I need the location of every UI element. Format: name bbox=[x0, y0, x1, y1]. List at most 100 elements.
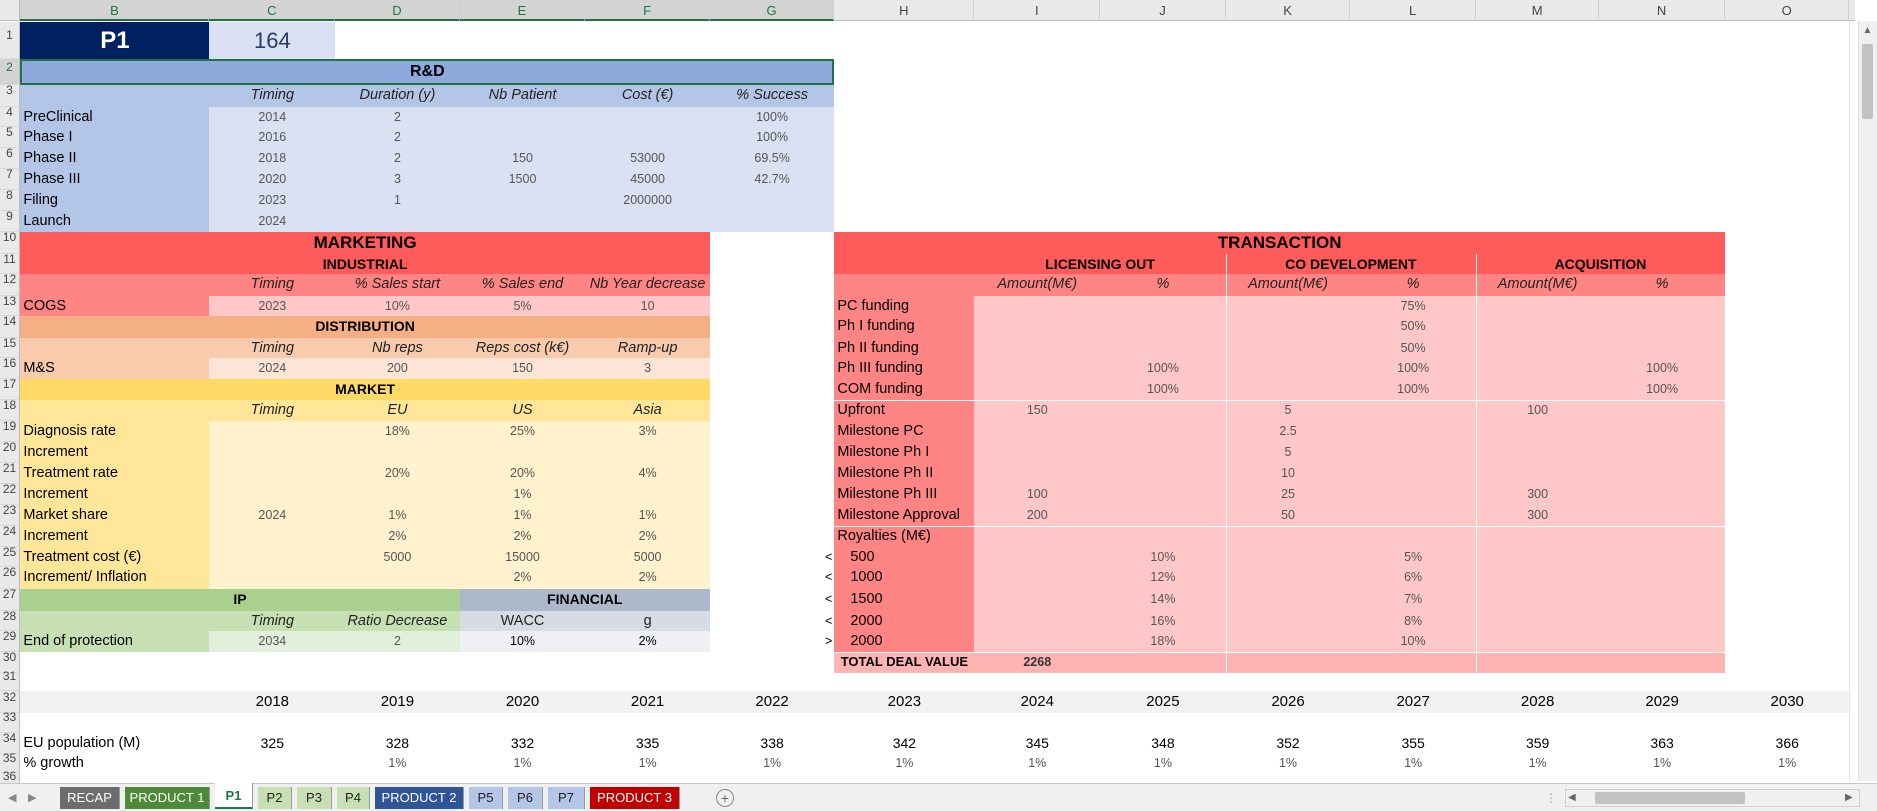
year-header: 2029 bbox=[1645, 692, 1679, 710]
row-header-22[interactable]: 22 bbox=[0, 482, 20, 506]
column-header-j[interactable]: J bbox=[1100, 0, 1226, 21]
row-header-20[interactable]: 20 bbox=[0, 440, 20, 464]
column-header-c[interactable]: C bbox=[209, 0, 336, 21]
row-header-24[interactable]: 24 bbox=[0, 524, 20, 548]
market-cell: 2024 bbox=[258, 508, 287, 523]
row-header-10[interactable]: 10 bbox=[0, 230, 20, 254]
royalty-cell: 16% bbox=[1150, 613, 1176, 628]
row-header-17[interactable]: 17 bbox=[0, 377, 20, 400]
row-header-18[interactable]: 18 bbox=[0, 398, 20, 422]
row-header-21[interactable]: 21 bbox=[0, 461, 20, 484]
row-header-1[interactable]: 1 bbox=[0, 21, 20, 59]
market-row-label: Diagnosis rate bbox=[23, 423, 117, 440]
ms-cell: 150 bbox=[512, 360, 533, 375]
column-header-d[interactable]: D bbox=[335, 0, 460, 21]
rnd-cell: 1 bbox=[393, 193, 401, 208]
row-header-29[interactable]: 29 bbox=[0, 629, 20, 653]
rnd-header-3: Cost (€) bbox=[621, 86, 674, 103]
sheet-tab-p5[interactable]: P5 bbox=[469, 787, 503, 809]
sheet-tab-p6[interactable]: P6 bbox=[508, 787, 543, 809]
sheet-tab-product-3[interactable]: PRODUCT 3 bbox=[590, 787, 680, 809]
caret-up-icon[interactable]: ▲ bbox=[1862, 25, 1873, 36]
row-header-2[interactable]: 2 bbox=[0, 58, 20, 85]
horizontal-scroll-thumb[interactable] bbox=[1595, 792, 1745, 804]
row-header-30[interactable]: 30 bbox=[0, 650, 20, 673]
caret-right-icon[interactable]: ▶ bbox=[28, 792, 37, 804]
row-header-34[interactable]: 34 bbox=[0, 731, 20, 755]
transaction-cell bbox=[974, 442, 1100, 464]
row-header-9[interactable]: 9 bbox=[0, 209, 20, 233]
transaction-cell: 75% bbox=[1400, 298, 1426, 313]
column-header-g[interactable]: G bbox=[709, 0, 835, 21]
row-header-11[interactable]: 11 bbox=[0, 252, 20, 275]
cogs-cell: 5% bbox=[513, 298, 532, 313]
caret-left-icon[interactable]: ◀ bbox=[8, 792, 17, 804]
column-header-h[interactable]: H bbox=[834, 0, 975, 21]
column-header-b[interactable]: B bbox=[20, 0, 210, 21]
row-header-19[interactable]: 19 bbox=[0, 419, 20, 442]
projection-cell: 355 bbox=[1401, 734, 1425, 751]
row-header-5[interactable]: 5 bbox=[0, 125, 20, 149]
transaction-cell bbox=[1100, 505, 1226, 525]
row-header-15[interactable]: 15 bbox=[0, 336, 20, 358]
transaction-cell bbox=[1476, 379, 1599, 399]
sheet-tab-recap[interactable]: RECAP bbox=[60, 787, 120, 809]
row-header-7[interactable]: 7 bbox=[0, 167, 20, 191]
vertical-scrollbar[interactable] bbox=[1858, 21, 1877, 781]
sheet-tab-product-1[interactable]: PRODUCT 1 bbox=[125, 787, 210, 809]
projection-cell bbox=[209, 754, 335, 773]
row-header-27[interactable]: 27 bbox=[0, 587, 20, 611]
row-header-23[interactable]: 23 bbox=[0, 503, 20, 526]
row-header-6[interactable]: 6 bbox=[0, 146, 20, 169]
market-cell: 1% bbox=[513, 486, 532, 501]
select-all-corner[interactable] bbox=[0, 0, 20, 21]
row-header-8[interactable]: 8 bbox=[0, 188, 20, 211]
industrial-body-bg bbox=[209, 295, 710, 317]
row-header-16[interactable]: 16 bbox=[0, 356, 20, 380]
sheet-tab-p3[interactable]: P3 bbox=[297, 787, 332, 809]
column-header-e[interactable]: E bbox=[459, 0, 586, 21]
transaction-cell bbox=[1100, 421, 1226, 441]
sheet-tab-p7[interactable]: P7 bbox=[548, 787, 585, 809]
row-header-31[interactable]: 31 bbox=[0, 669, 20, 691]
column-header-m[interactable]: M bbox=[1475, 0, 1600, 21]
caret-right-icon[interactable]: ▶ bbox=[1845, 792, 1853, 803]
row-header-13[interactable]: 13 bbox=[0, 294, 20, 317]
sheet-tab-p2[interactable]: P2 bbox=[258, 787, 292, 809]
row-header-12[interactable]: 12 bbox=[0, 272, 20, 296]
column-header-i[interactable]: I bbox=[974, 0, 1101, 21]
row-header-26[interactable]: 26 bbox=[0, 565, 20, 589]
row-header-33[interactable]: 33 bbox=[0, 710, 20, 733]
column-header-f[interactable]: F bbox=[585, 0, 710, 21]
rnd-cell: 2016 bbox=[258, 129, 287, 144]
sheet-tab-p4[interactable]: P4 bbox=[337, 787, 370, 809]
caret-left-icon[interactable]: ◀ bbox=[1568, 792, 1576, 803]
market-cell: 3% bbox=[638, 424, 657, 439]
column-header-k[interactable]: K bbox=[1225, 0, 1351, 21]
market-cell: 2% bbox=[513, 528, 532, 543]
vertical-scroll-thumb[interactable] bbox=[1862, 44, 1873, 119]
row-header-4[interactable]: 4 bbox=[0, 105, 20, 127]
royalty-threshold: 2000 bbox=[850, 612, 883, 629]
rnd-cell bbox=[460, 127, 586, 149]
plus-circle-icon[interactable]: + bbox=[716, 789, 734, 807]
transaction-cell bbox=[1226, 379, 1350, 399]
column-header-n[interactable]: N bbox=[1599, 0, 1725, 21]
row-header-35[interactable]: 35 bbox=[0, 751, 20, 774]
transaction-cell bbox=[1100, 442, 1226, 464]
column-header-l[interactable]: L bbox=[1350, 0, 1476, 21]
row-header-32[interactable]: 32 bbox=[0, 690, 20, 714]
transaction-row-label: Upfront bbox=[837, 401, 885, 418]
transaction-group-1: CO DEVELOPMENT bbox=[1285, 255, 1417, 272]
column-header-o[interactable]: O bbox=[1724, 0, 1850, 21]
sheet-tab-p1[interactable]: P1 bbox=[215, 783, 253, 809]
transaction-subheader-5: % bbox=[1655, 276, 1669, 293]
transaction-cell bbox=[1476, 358, 1599, 380]
row-header-3[interactable]: 3 bbox=[0, 83, 20, 107]
tab-splitter-dots: ⋮ bbox=[1545, 791, 1557, 805]
row-header-28[interactable]: 28 bbox=[0, 609, 20, 631]
sheet-tab-product-2[interactable]: PRODUCT 2 bbox=[375, 787, 464, 809]
row-header-25[interactable]: 25 bbox=[0, 545, 20, 568]
row-header-14[interactable]: 14 bbox=[0, 314, 20, 338]
royalty-cell bbox=[974, 611, 1100, 631]
